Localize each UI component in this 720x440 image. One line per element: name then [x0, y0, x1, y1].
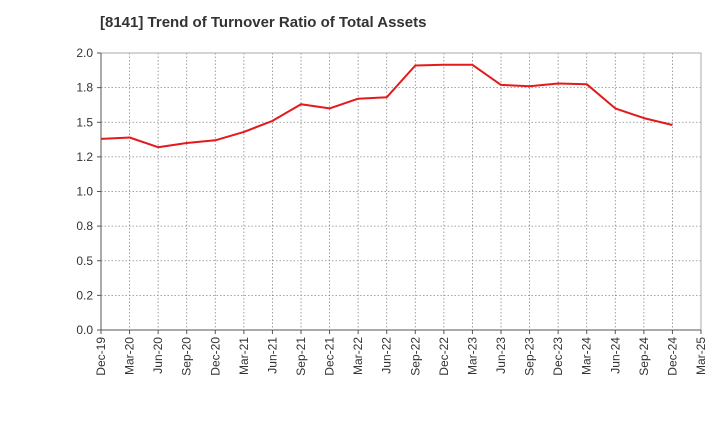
x-tick-label: Dec-22: [437, 337, 451, 376]
x-tick-label: Sep-22: [408, 337, 422, 376]
x-tick-label: Dec-19: [94, 337, 108, 376]
x-tick-label: Mar-21: [237, 337, 251, 375]
x-tick-label: Mar-20: [123, 337, 137, 375]
chart-title: [8141] Trend of Turnover Ratio of Total …: [100, 14, 427, 31]
y-tick-label: 0.5: [76, 254, 93, 268]
x-tick-label: Dec-24: [665, 337, 679, 376]
y-tick-label: 0.8: [76, 219, 93, 233]
series-layer: [100, 63, 673, 149]
x-tick-label: Sep-24: [637, 337, 651, 376]
x-tick-label: Sep-21: [294, 337, 308, 376]
x-tick-label: Sep-23: [523, 337, 537, 376]
x-tick-label: Jun-20: [151, 337, 165, 374]
x-tick-label: Dec-21: [323, 337, 337, 376]
axis-layer: 0.0 0.2 0.5 0.8 1.0 1.2 1.5 1.8 2.0 Dec-19 Mar-20 J…: [76, 46, 708, 376]
y-tick-label: 0.2: [76, 288, 93, 302]
x-tick-label: Jun-23: [494, 337, 508, 374]
x-tick-label: Jun-22: [380, 337, 394, 374]
y-tick-label: 1.8: [76, 81, 93, 95]
y-tick-label: 1.2: [76, 150, 93, 164]
plot-frame: [100, 52, 702, 331]
x-tick-label: Sep-20: [180, 337, 194, 376]
y-tick-label: 0.0: [76, 323, 93, 337]
x-tick-label: Mar-22: [351, 337, 365, 375]
y-tick-label: 1.5: [76, 115, 93, 129]
x-tick-label: Dec-20: [208, 337, 222, 376]
grid-layer: [100, 52, 702, 331]
y-tick-label: 2.0: [76, 46, 93, 60]
x-tick-label: Dec-23: [551, 337, 565, 376]
x-tick-label: Mar-23: [465, 337, 479, 375]
x-tick-label: Mar-25: [694, 337, 708, 375]
y-tick-label: 1.0: [76, 185, 93, 199]
x-tick-label: Jun-21: [265, 337, 279, 374]
x-tick-label: Mar-24: [580, 337, 594, 375]
x-tick-label: Jun-24: [608, 337, 622, 374]
